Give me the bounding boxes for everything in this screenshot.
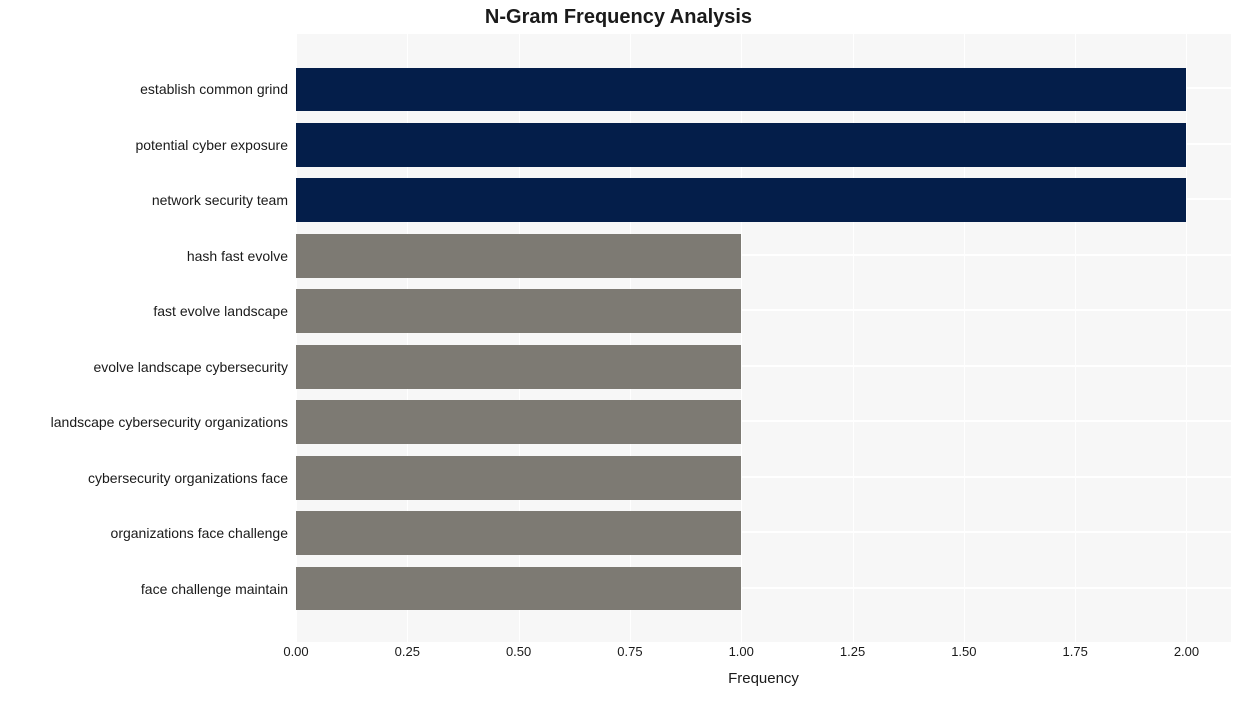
y-axis-label: organizations face challenge xyxy=(111,525,296,541)
y-axis-label: network security team xyxy=(152,192,296,208)
x-axis-tick: 0.75 xyxy=(617,644,642,659)
y-axis-label: face challenge maintain xyxy=(141,581,296,597)
x-axis-tick: 0.00 xyxy=(283,644,308,659)
bar xyxy=(296,456,741,500)
grid-vertical-line xyxy=(1186,34,1187,644)
bar xyxy=(296,511,741,555)
x-axis-ticks: 0.000.250.500.751.001.251.501.752.00 xyxy=(296,644,1231,666)
x-axis-tick: 1.75 xyxy=(1063,644,1088,659)
x-axis-label: Frequency xyxy=(296,666,1231,687)
y-axis-label: establish common grind xyxy=(140,81,296,97)
x-axis-tick: 0.50 xyxy=(506,644,531,659)
bar xyxy=(296,178,1186,222)
bar xyxy=(296,234,741,278)
bar xyxy=(296,400,741,444)
y-axis-label: hash fast evolve xyxy=(187,248,296,264)
bar xyxy=(296,289,741,333)
bar xyxy=(296,567,741,611)
chart-title: N-Gram Frequency Analysis xyxy=(0,0,1237,34)
x-axis-tick: 0.25 xyxy=(395,644,420,659)
x-axis-tick: 1.00 xyxy=(729,644,754,659)
x-axis-tick: 1.25 xyxy=(840,644,865,659)
y-axis-label: landscape cybersecurity organizations xyxy=(51,414,296,430)
y-axis-label: evolve landscape cybersecurity xyxy=(93,359,296,375)
y-axis-label: fast evolve landscape xyxy=(153,303,296,319)
ngram-frequency-chart: N-Gram Frequency Analysis establish comm… xyxy=(0,0,1237,701)
bar xyxy=(296,68,1186,112)
x-axis-tick: 2.00 xyxy=(1174,644,1199,659)
bar xyxy=(296,345,741,389)
x-axis-tick: 1.50 xyxy=(951,644,976,659)
y-axis-label: cybersecurity organizations face xyxy=(88,470,296,486)
bar xyxy=(296,123,1186,167)
plot-inner: establish common grindpotential cyber ex… xyxy=(296,34,1231,644)
plot-area: establish common grind potential cyber ex… xyxy=(0,34,1237,644)
y-axis-label: potential cyber exposure xyxy=(135,137,296,153)
